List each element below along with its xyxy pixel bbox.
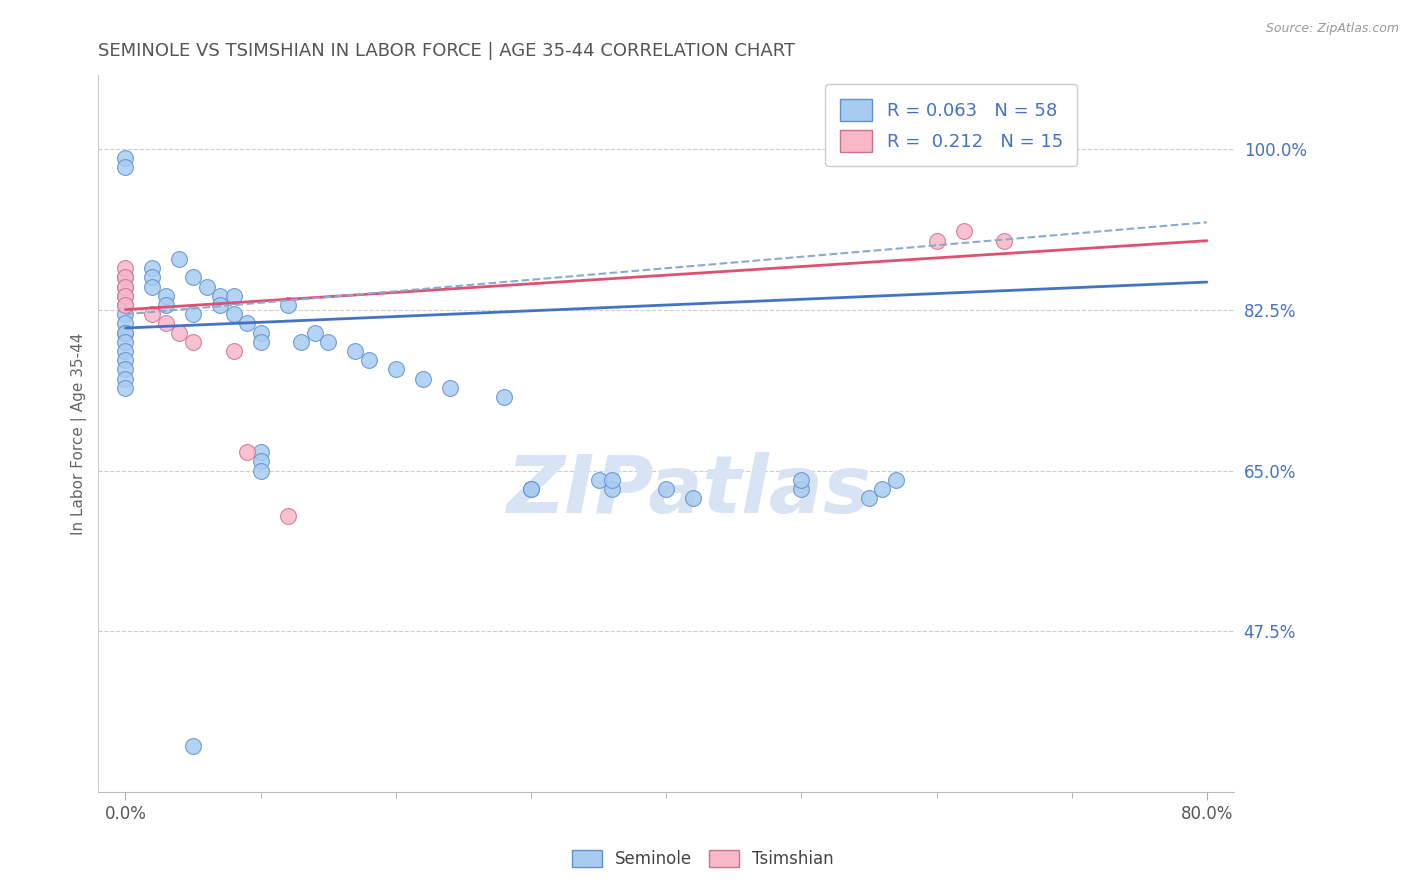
Point xyxy=(304,326,326,340)
Text: Source: ZipAtlas.com: Source: ZipAtlas.com xyxy=(1265,22,1399,36)
Point xyxy=(114,353,136,368)
Point xyxy=(344,344,367,359)
Point xyxy=(208,298,231,312)
Point xyxy=(952,225,974,239)
Y-axis label: In Labor Force | Age 35-44: In Labor Force | Age 35-44 xyxy=(72,333,87,535)
Point xyxy=(114,307,136,321)
Point xyxy=(181,270,204,285)
Point xyxy=(114,344,136,359)
Point xyxy=(249,463,271,477)
Point xyxy=(181,739,204,754)
Point xyxy=(181,334,204,349)
Point xyxy=(290,334,312,349)
Point xyxy=(114,334,136,349)
Point xyxy=(141,307,163,321)
Point xyxy=(600,473,623,487)
Point xyxy=(439,381,461,395)
Point xyxy=(114,381,136,395)
Point xyxy=(114,279,136,293)
Text: ZIPatlas: ZIPatlas xyxy=(506,452,872,530)
Point xyxy=(993,234,1015,248)
Point xyxy=(384,362,406,376)
Point xyxy=(520,482,543,496)
Point xyxy=(249,334,271,349)
Point xyxy=(181,307,204,321)
Point xyxy=(236,445,259,459)
Point xyxy=(169,252,191,266)
Point xyxy=(249,454,271,468)
Point xyxy=(357,353,380,368)
Point xyxy=(141,279,163,293)
Point xyxy=(155,289,177,303)
Point xyxy=(195,279,218,293)
Point xyxy=(114,362,136,376)
Point xyxy=(114,151,136,165)
Point xyxy=(790,473,813,487)
Point xyxy=(114,371,136,385)
Point xyxy=(114,160,136,174)
Point xyxy=(884,473,907,487)
Point xyxy=(114,317,136,331)
Legend: R = 0.063   N = 58, R =  0.212   N = 15: R = 0.063 N = 58, R = 0.212 N = 15 xyxy=(825,84,1077,166)
Point xyxy=(277,298,299,312)
Point xyxy=(872,482,894,496)
Point xyxy=(682,491,704,505)
Point xyxy=(858,491,880,505)
Point xyxy=(412,371,434,385)
Point xyxy=(222,307,245,321)
Point xyxy=(520,482,543,496)
Point xyxy=(155,317,177,331)
Point xyxy=(588,473,610,487)
Point xyxy=(169,326,191,340)
Point xyxy=(316,334,339,349)
Point xyxy=(236,317,259,331)
Point xyxy=(141,261,163,276)
Point xyxy=(114,270,136,285)
Point xyxy=(114,289,136,303)
Point xyxy=(114,326,136,340)
Point xyxy=(141,270,163,285)
Point xyxy=(277,509,299,524)
Point xyxy=(249,445,271,459)
Point xyxy=(249,326,271,340)
Point xyxy=(655,482,678,496)
Point xyxy=(925,234,948,248)
Point xyxy=(114,289,136,303)
Point xyxy=(114,298,136,312)
Point xyxy=(222,289,245,303)
Point xyxy=(114,279,136,293)
Point xyxy=(208,289,231,303)
Point xyxy=(492,390,515,404)
Point xyxy=(600,482,623,496)
Point xyxy=(790,482,813,496)
Text: SEMINOLE VS TSIMSHIAN IN LABOR FORCE | AGE 35-44 CORRELATION CHART: SEMINOLE VS TSIMSHIAN IN LABOR FORCE | A… xyxy=(98,42,796,60)
Point xyxy=(114,298,136,312)
Point xyxy=(114,270,136,285)
Point xyxy=(114,261,136,276)
Point xyxy=(155,298,177,312)
Legend: Seminole, Tsimshian: Seminole, Tsimshian xyxy=(565,843,841,875)
Point xyxy=(114,326,136,340)
Point xyxy=(222,344,245,359)
